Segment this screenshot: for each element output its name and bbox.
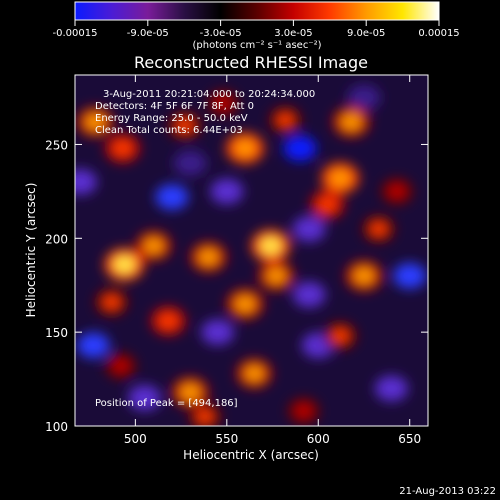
cold-spot — [292, 281, 326, 308]
info-line: Detectors: 4F 5F 6F 7F 8F, Att 0 — [95, 101, 254, 112]
hot-spot — [159, 313, 178, 329]
hot-spot — [235, 295, 255, 313]
hot-spot — [295, 403, 312, 419]
hot-spot — [180, 383, 201, 401]
info-line: Clean Total counts: 6.44E+03 — [95, 125, 243, 136]
colorbar-gradient — [74, 1, 440, 21]
y-axis-label: Heliocentric Y (arcsec) — [24, 183, 38, 318]
cold-spot — [173, 150, 207, 177]
hot-spot — [198, 248, 219, 266]
peak-position-label: Position of Peak = [494,186] — [95, 398, 238, 409]
cold-spot — [292, 216, 326, 242]
colorbar-tick-label: 9.0e-05 — [347, 28, 385, 39]
footer-timestamp: 21-Aug-2013 03:22 — [399, 486, 496, 497]
colorbar-tick-label: 3.0e-05 — [274, 28, 312, 39]
hot-spot — [196, 409, 214, 424]
hot-spot — [277, 112, 294, 128]
y-tick-label: 100 — [45, 420, 68, 434]
hot-spot — [370, 221, 387, 237]
hot-spot — [330, 169, 351, 187]
hot-spot — [341, 113, 362, 131]
info-line: Energy Range: 25.0 - 50.0 keV — [95, 113, 248, 124]
hot-spot — [234, 139, 256, 157]
axis-ticks: 500 550 600 650 100 150 200 250 — [45, 75, 428, 446]
hot-spot — [215, 96, 231, 111]
info-line: 3-Aug-2011 20:21:04.000 to 20:24:34.000 — [103, 89, 315, 100]
cold-spot — [75, 169, 97, 195]
cold-spot — [76, 332, 110, 359]
hot-spot — [331, 328, 349, 344]
colorbar-units: (photons cm⁻² s⁻¹ asec⁻²) — [192, 40, 321, 51]
colorbar: -0.00015 -9.0e-05 -3.0e-05 3.0e-05 9.0e-05 0.… — [53, 1, 460, 51]
hot-spot — [354, 267, 374, 285]
hot-spot — [113, 255, 136, 274]
hot-spot — [266, 267, 286, 284]
hot-spot — [388, 184, 405, 199]
cold-spot — [283, 135, 317, 162]
heatmap-layer — [75, 84, 427, 426]
info-panel: 3-Aug-2011 20:21:04.000 to 20:24:34.000D… — [95, 89, 315, 136]
cold-spot — [393, 263, 427, 289]
y-tick-label: 200 — [45, 232, 68, 246]
cold-spot — [201, 319, 235, 345]
x-tick-label: 550 — [215, 432, 238, 446]
cold-spot — [374, 375, 408, 402]
hot-spot — [103, 294, 121, 310]
colorbar-ticks: -0.00015 -9.0e-05 -3.0e-05 3.0e-05 9.0e-05 0.… — [53, 20, 460, 39]
plot-area: 3-Aug-2011 20:21:04.000 to 20:24:34.000D… — [45, 74, 429, 446]
y-tick-label: 150 — [45, 326, 68, 340]
x-tick-label: 650 — [398, 432, 421, 446]
cold-spot — [128, 385, 161, 411]
chart-title: Reconstructed RHESSI Image — [134, 53, 368, 72]
hot-spot — [144, 237, 163, 254]
hot-spot — [176, 118, 194, 134]
hot-spot — [244, 365, 264, 382]
cold-spot — [210, 178, 244, 205]
x-tick-label: 600 — [307, 432, 330, 446]
colorbar-tick-label: 0.00015 — [418, 28, 459, 39]
x-tick-label: 500 — [124, 432, 147, 446]
colorbar-tick-label: -3.0e-05 — [200, 28, 242, 39]
hot-spot — [318, 196, 337, 213]
cold-spot — [347, 84, 381, 111]
colorbar-tick-label: -9.0e-05 — [127, 28, 169, 39]
hot-spot — [113, 140, 132, 157]
y-tick-label: 250 — [45, 138, 68, 152]
hot-spot — [260, 236, 282, 255]
colorbar-tick-label: -0.00015 — [53, 28, 98, 39]
plot-frame — [74, 74, 429, 427]
hot-spot — [113, 358, 129, 373]
x-axis-label: Heliocentric X (arcsec) — [183, 448, 319, 462]
hot-spot — [85, 113, 105, 131]
cold-spot — [155, 184, 189, 210]
